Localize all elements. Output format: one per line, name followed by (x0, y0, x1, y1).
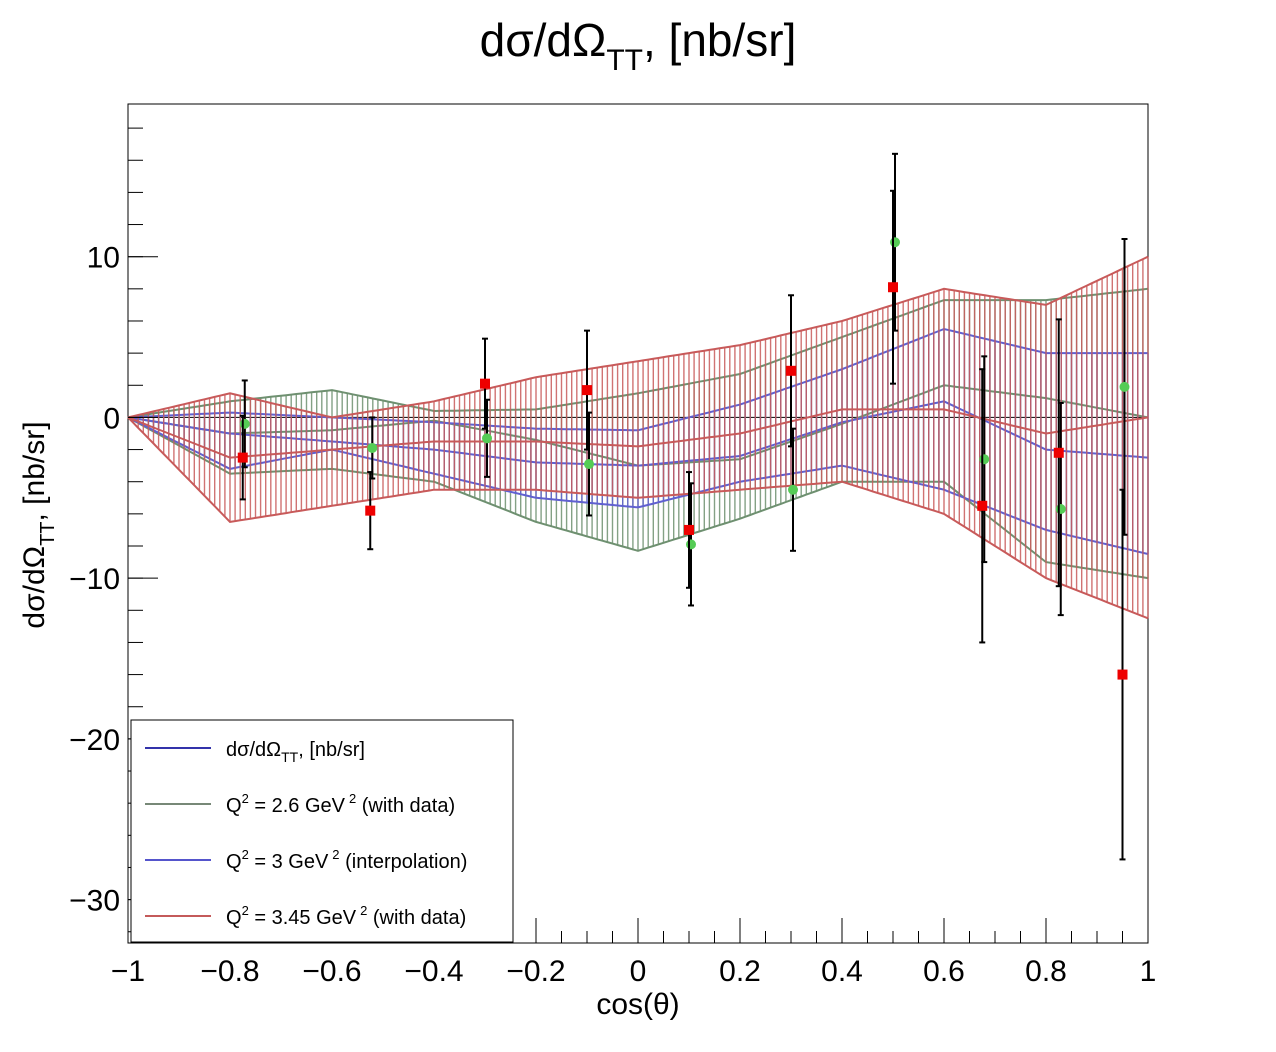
y-axis-label: dσ/dΩTT, [nb/sr] (18, 421, 59, 628)
data-point (684, 524, 694, 535)
x-tick-label: 0.4 (821, 955, 863, 988)
legend-label-tail: = 3 GeV (249, 851, 329, 873)
x-tick-label: −0.8 (200, 955, 259, 988)
data-points (237, 152, 1130, 861)
data-point (888, 282, 898, 293)
legend-label-tail2: (with data) (367, 907, 466, 929)
legend-label-tail2: (interpolation) (340, 851, 468, 873)
y-axis-label-main: dσ/dΩ (18, 546, 51, 629)
data-point (977, 500, 988, 511)
legend-label-sup: 2 (242, 847, 249, 862)
legend-label-main: dσ/dΩ (226, 739, 281, 761)
data-point (686, 539, 696, 550)
x-tick-label: 0.6 (923, 955, 965, 988)
data-point (1055, 504, 1066, 515)
band-line-center (127, 408, 1149, 459)
data-point (367, 442, 378, 453)
series-1 (237, 189, 1128, 861)
legend-label-tail: , [nb/sr] (298, 739, 365, 761)
chart-title-main: dσ/dΩ (480, 14, 607, 66)
x-tick-label: −0.2 (506, 955, 565, 988)
legend-label: dσ/dΩTT, [nb/sr] (226, 739, 365, 765)
legend-label-tail: = 3.45 GeV (249, 907, 357, 929)
data-point (788, 484, 798, 495)
x-tick-label: −1 (111, 955, 145, 988)
data-point (1117, 669, 1128, 680)
x-tick-label: 0 (630, 955, 647, 988)
data-point (1053, 447, 1064, 458)
y-tick-label: −20 (69, 724, 120, 757)
legend-label-main: Q (226, 907, 242, 929)
x-tick-label: 0.2 (719, 955, 761, 988)
chart-title: dσ/dΩTT, [nb/sr] (480, 14, 797, 77)
data-point (1119, 381, 1130, 392)
y-tick-label: −10 (69, 563, 120, 596)
legend: dσ/dΩTT, [nb/sr]Q2 = 2.6 GeV 2 (with data… (130, 719, 514, 943)
data-point (582, 385, 592, 396)
x-axis-label: cos(θ) (596, 988, 679, 1021)
legend-label-main: Q (226, 851, 242, 873)
legend-label-tail: = 2.6 GeV (249, 795, 346, 817)
data-point (979, 454, 990, 465)
x-tick-label: 1 (1140, 955, 1157, 988)
legend-label-sup2: 2 (360, 903, 367, 918)
x-tick-label: −0.6 (302, 955, 361, 988)
data-point (890, 237, 900, 248)
legend-label-sup2: 2 (349, 791, 356, 806)
legend-label-sup: 2 (242, 903, 249, 918)
legend-label: Q2 = 3 GeV 2 (interpolation) (226, 847, 467, 873)
legend-label-sup2: 2 (332, 847, 339, 862)
legend-label-sup: 2 (242, 791, 249, 806)
data-point (365, 505, 376, 516)
legend-label-main: Q (226, 795, 242, 817)
band-line-low (127, 416, 1149, 620)
band-2 (127, 255, 1149, 620)
legend-box (130, 719, 514, 943)
y-tick-label: 0 (103, 402, 120, 435)
model-bands (127, 255, 1149, 620)
legend-label-tail2: (with data) (356, 795, 455, 817)
data-point (786, 365, 796, 376)
legend-label-sub: TT (281, 749, 299, 765)
band-line-high (127, 255, 1149, 419)
x-tick-label: −0.4 (404, 955, 463, 988)
y-tick-label: 10 (87, 242, 120, 275)
legend-label: Q2 = 2.6 GeV 2 (with data) (226, 791, 455, 817)
chart-title-tail: , [nb/sr] (643, 14, 796, 66)
data-point (237, 452, 248, 463)
y-tick-label: −30 (69, 885, 120, 918)
y-axis-label-tail: , [nb/sr] (18, 421, 51, 521)
data-point (482, 433, 492, 444)
y-axis-label-sub: TT (37, 521, 59, 545)
chart-title-sub: TT (606, 44, 643, 77)
data-point (584, 459, 594, 470)
x-tick-label: 0.8 (1025, 955, 1067, 988)
legend-label: Q2 = 3.45 GeV 2 (with data) (226, 903, 466, 929)
data-point (480, 378, 490, 389)
data-point (239, 418, 250, 429)
